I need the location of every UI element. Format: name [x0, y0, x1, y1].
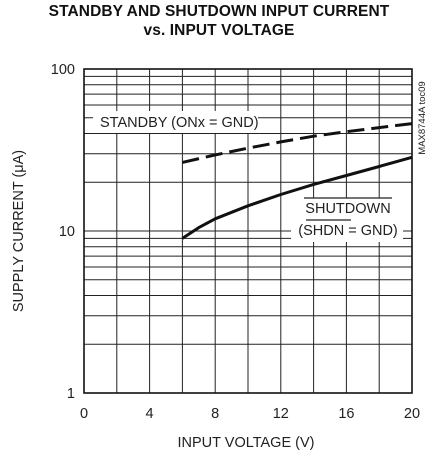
y-tick-label: 10 [59, 224, 75, 240]
x-tick-labels: 0 4 8 12 16 20 [80, 406, 420, 422]
x-tick-label: 8 [211, 406, 219, 422]
y-tick-label: 1 [67, 386, 75, 402]
y-tick-labels: 1 10 100 [51, 62, 75, 402]
series-layer [181, 122, 413, 240]
shutdown-series-sublabel: (SHDN = GND) [298, 223, 398, 239]
standby-series-label: STANDBY (ONx = GND) [100, 115, 259, 131]
chart-subtitle: vs. INPUT VOLTAGE [143, 22, 295, 39]
x-tick-label: 16 [338, 406, 354, 422]
shutdown-series-label: SHUTDOWN [305, 201, 390, 217]
y-axis-label: SUPPLY CURRENT (μA) [11, 150, 27, 312]
shutdown-label: SHUTDOWN (SHDN = GND) [291, 197, 403, 242]
x-tick-label: 4 [146, 406, 154, 422]
series-line-standby [182, 122, 413, 164]
x-tick-label: 20 [404, 406, 420, 422]
standby-label: STANDBY (ONx = GND) [93, 111, 259, 133]
plot-frame [83, 68, 413, 394]
x-tick-label: 12 [273, 406, 289, 422]
x-axis-label: INPUT VOLTAGE (V) [178, 435, 315, 451]
series-line-shutdown [181, 155, 413, 240]
x-tick-label: 0 [80, 406, 88, 422]
chart-title: STANDBY AND SHUTDOWN INPUT CURRENT [48, 3, 390, 20]
y-tick-label: 100 [51, 62, 75, 78]
part-number-tag: MAX8744A toc09 [417, 81, 428, 154]
part-tag: MAX8744A toc09 [417, 69, 431, 167]
